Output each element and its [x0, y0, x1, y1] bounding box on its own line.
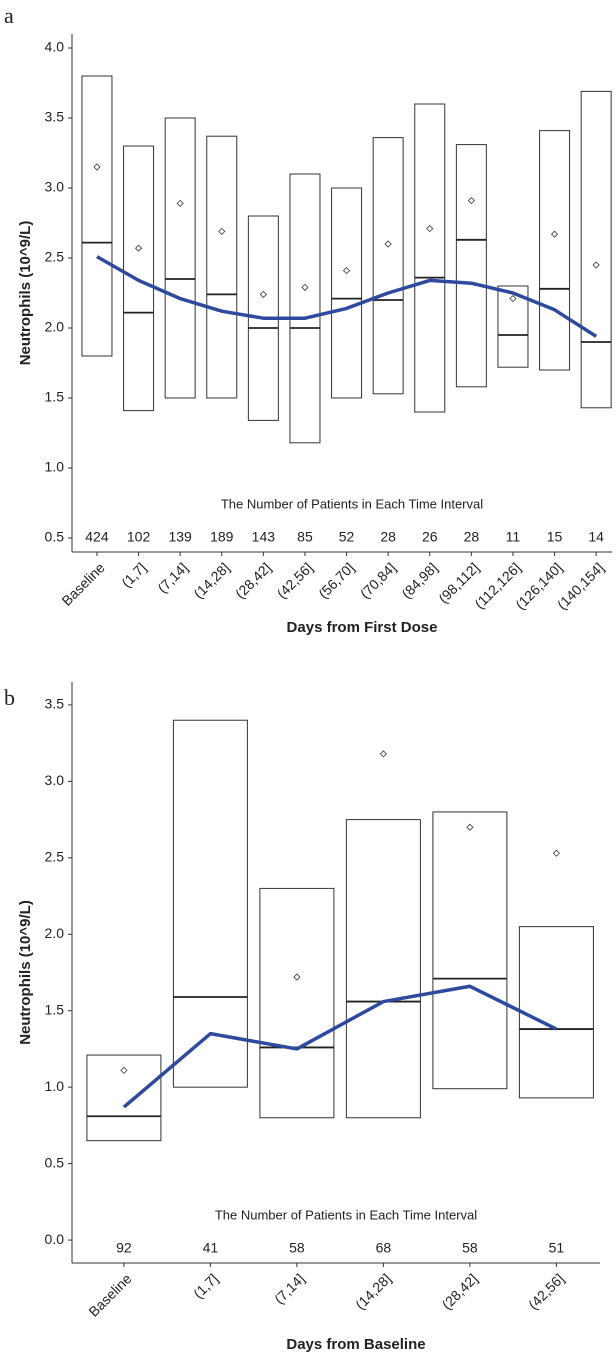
patient-count: 424	[85, 529, 109, 545]
y-tick-label: 3.0	[45, 772, 65, 788]
mean-marker	[176, 199, 184, 207]
mean-marker	[259, 290, 267, 298]
box	[123, 145, 155, 412]
patient-count: 28	[464, 529, 480, 545]
mean-marker	[120, 1066, 128, 1074]
mean-marker	[293, 973, 301, 981]
box	[414, 103, 446, 413]
x-tick-label: (1,7]	[190, 1270, 221, 1301]
y-tick-label: 3.5	[45, 696, 65, 712]
patient-count: 41	[203, 1240, 219, 1256]
patient-count: 139	[168, 529, 192, 545]
patient-count: 26	[422, 529, 438, 545]
x-tick-label: (56,70]	[315, 559, 357, 601]
mean-marker	[509, 295, 517, 303]
box	[372, 137, 404, 395]
mean-marker	[93, 163, 101, 171]
box	[497, 285, 529, 368]
mean-marker	[134, 244, 143, 252]
y-tick-label: 1.0	[45, 1078, 65, 1094]
panel-label: a	[4, 3, 14, 28]
x-tick-label: (28,42]	[232, 559, 274, 601]
y-tick-label: 1.5	[45, 1001, 65, 1017]
patient-count: 15	[547, 529, 563, 545]
mean-marker	[218, 227, 226, 235]
x-tick-label: (7,14]	[271, 1270, 308, 1307]
box	[206, 135, 238, 399]
mean-marker	[550, 230, 559, 238]
y-tick-label: 1.5	[45, 389, 65, 405]
x-tick-label: Baseline	[85, 1270, 134, 1319]
box	[580, 90, 612, 409]
box	[164, 117, 196, 399]
box	[289, 173, 321, 444]
patient-count: 58	[289, 1240, 305, 1256]
trend-line	[122, 984, 558, 1109]
y-axis-title: Neutrophils (10^9/L)	[17, 900, 34, 1045]
x-axis-title: Days from First Dose	[287, 619, 438, 636]
patient-count: 189	[210, 529, 234, 545]
x-tick-label: (28,42]	[439, 1270, 481, 1312]
box	[432, 811, 508, 1090]
x-tick-label: (70,84]	[357, 559, 399, 601]
mean-marker	[426, 225, 434, 233]
y-tick-label: 3.0	[45, 179, 65, 195]
mean-marker	[552, 849, 560, 857]
x-tick-label: (1,7]	[118, 559, 149, 590]
patient-count: 102	[127, 529, 151, 545]
box	[259, 887, 335, 1119]
patient-count: 58	[462, 1240, 478, 1256]
patient-count: 52	[339, 529, 355, 545]
mean-marker	[379, 750, 387, 758]
box	[455, 144, 487, 388]
y-tick-label: 2.0	[45, 925, 65, 941]
y-axis-title: Neutrophils (10^9/L)	[17, 221, 34, 366]
y-tick-label: 0.5	[45, 1154, 65, 1170]
box	[345, 819, 421, 1119]
box	[331, 187, 363, 399]
x-tick-label: (14,28]	[190, 559, 232, 601]
y-tick-label: 2.5	[45, 849, 65, 865]
x-tick-label: Baseline	[58, 559, 107, 608]
y-tick-label: 4.0	[45, 39, 65, 55]
mean-marker	[467, 197, 475, 205]
y-tick-label: 0.5	[45, 529, 65, 545]
x-tick-label: (14,28]	[352, 1270, 394, 1312]
x-tick-label: (42,56]	[274, 559, 316, 601]
mean-marker	[384, 240, 392, 248]
y-tick-label: 0.0	[45, 1231, 65, 1247]
patient-count: 85	[297, 529, 313, 545]
y-tick-label: 2.5	[45, 249, 65, 265]
trend-line	[96, 255, 598, 338]
mean-marker	[466, 823, 474, 831]
patient-count: 68	[376, 1240, 392, 1256]
x-tick-label: (7,14]	[154, 559, 191, 596]
mean-marker	[301, 283, 309, 291]
box	[86, 1054, 162, 1142]
patient-count: 92	[116, 1240, 132, 1256]
mean-marker	[592, 261, 600, 269]
patient-count: 51	[549, 1240, 565, 1256]
annotation: The Number of Patients in Each Time Inte…	[221, 496, 483, 511]
x-tick-label: (42,56]	[525, 1270, 567, 1312]
patient-count: 14	[588, 529, 604, 545]
y-tick-label: 2.0	[45, 319, 65, 335]
box	[539, 130, 571, 371]
patient-count: 28	[380, 529, 396, 545]
patient-count: 11	[506, 529, 521, 545]
mean-marker	[342, 267, 351, 275]
box	[172, 719, 248, 1088]
patient-count: 143	[252, 529, 276, 545]
box	[81, 75, 113, 357]
x-axis-title: Days from Baseline	[286, 1336, 425, 1353]
y-tick-label: 3.5	[45, 109, 65, 125]
box	[518, 926, 594, 1099]
panel-label: b	[4, 685, 15, 710]
annotation: The Number of Patients in Each Time Inte…	[215, 1207, 477, 1222]
y-tick-label: 1.0	[45, 459, 65, 475]
